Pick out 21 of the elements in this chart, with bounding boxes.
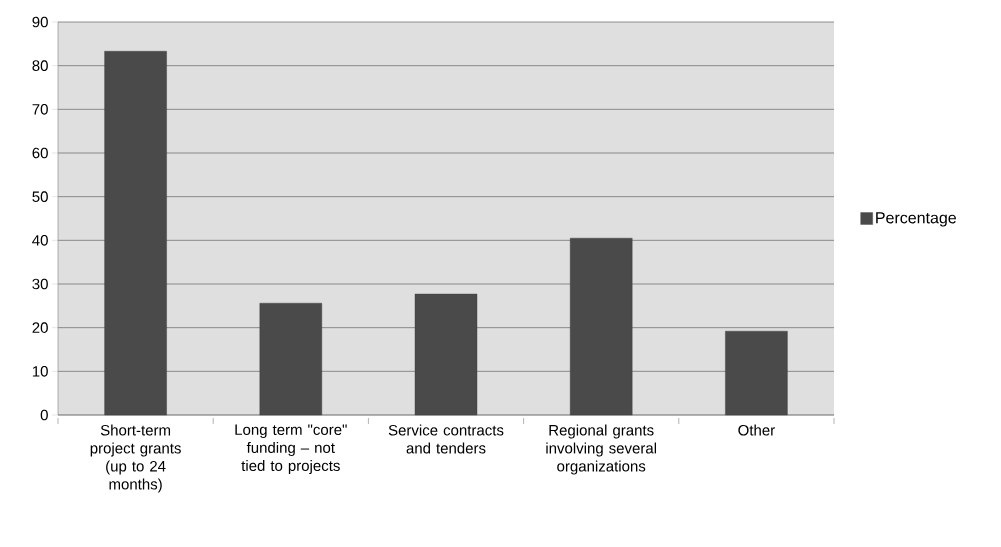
y-tick-label: 0: [40, 409, 48, 421]
y-tick-label: 80: [32, 60, 48, 71]
x-tick-label: Long term "core" funding – not tied to projects: [235, 424, 347, 474]
legend-label: Percentage: [876, 212, 956, 227]
bar: [414, 293, 478, 416]
x-tick-label: Service contracts and tenders: [388, 424, 504, 454]
x-tick-label: Other: [738, 424, 775, 436]
y-tick-label: 10: [32, 366, 48, 377]
bar: [725, 330, 788, 416]
bar: [104, 51, 167, 416]
bar: [570, 237, 633, 416]
x-tick-label: Regional grants involving several organizations: [546, 424, 657, 475]
y-tick-label: 50: [32, 191, 48, 202]
bar: [259, 303, 322, 416]
y-tick-label: 90: [32, 16, 48, 28]
y-tick-label: 30: [32, 278, 48, 290]
y-tick-label: 70: [32, 104, 48, 115]
y-tick-label: 40: [32, 235, 48, 246]
y-tick-label: 20: [32, 322, 48, 333]
x-tick-label: Short-term project grants (up to 24 months): [90, 424, 181, 493]
y-tick-label: 60: [32, 147, 48, 159]
